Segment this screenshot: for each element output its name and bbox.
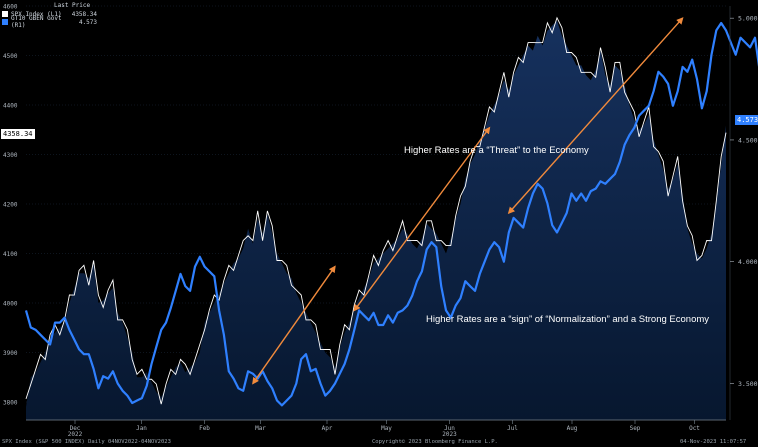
footer-copyright: Copyright© 2023 Bloomberg Finance L.P.	[372, 439, 498, 445]
gt10-last-price-badge: 4.573	[735, 115, 758, 125]
axis-layer: 3800 3900 4000 4100 4200 4300 4400 4500 4600 3.50…	[3, 4, 758, 439]
legend-name-spx: SPX Index (L1)	[11, 10, 62, 18]
left-tick-label-4400: 4400	[3, 103, 18, 110]
left-tick-label-3900: 3900	[3, 350, 18, 357]
legend-item-gt10[interactable]: GT10 GBEN Govt (R1) 4.573	[2, 15, 97, 29]
legend-swatch-spx	[2, 11, 8, 17]
x-tick-label-May: May	[381, 425, 392, 432]
footer-timestamp: 04-Nov-2023 11:07:57	[680, 439, 747, 445]
x-tick-label-Dec: Dec	[70, 425, 81, 432]
right-tick-label-5: 5.000	[738, 15, 758, 23]
x-tick-label-Jul: Jul	[507, 425, 518, 432]
x-tick-label-Sep: Sep	[630, 425, 641, 432]
legend-value-spx: 4358.34	[71, 10, 97, 18]
left-tick-label-4300: 4300	[3, 152, 18, 159]
legend-swatch-gt10	[2, 19, 8, 25]
right-tick-label-3.5: 3.500	[738, 380, 758, 388]
x-tick-label-Feb: Feb	[199, 425, 210, 432]
legend-name-gt10: GT10 GBEN Govt (R1)	[11, 15, 62, 29]
arrow-layer	[252, 17, 684, 385]
annotation-arrow-1	[252, 265, 336, 385]
annotation-arrow-3	[507, 17, 684, 215]
footer: SPX Index (S&P 500 INDEX) Daily 04NOV202…	[0, 438, 758, 447]
x-tick-label-Aug: Aug	[567, 425, 578, 432]
left-tick-label-4500: 4500	[3, 53, 18, 60]
left-tick-label-4100: 4100	[3, 251, 18, 258]
legend-item-spx[interactable]: SPX Index (L1) 4358.34	[2, 10, 97, 18]
x-tick-label-Jan: Jan	[136, 425, 147, 432]
annotation-sign: Higher Rates are a “sign” of “Normalizat…	[426, 314, 710, 325]
x-tick-label-Jun: Jun	[444, 425, 455, 432]
footer-left: SPX Index (S&P 500 INDEX) Daily 04NOV202…	[2, 439, 171, 445]
legend-value-gt10: 4.573	[78, 18, 97, 26]
year-label-2023: 2023	[442, 431, 457, 438]
left-tick-label-4200: 4200	[3, 202, 18, 209]
x-tick-label-Apr: Apr	[322, 425, 333, 432]
x-tick-label-Mar: Mar	[255, 425, 266, 432]
right-tick-label-4.5: 4.500	[738, 136, 758, 144]
year-label-2022: 2022	[68, 431, 83, 438]
spx-last-price-badge: 4358.34	[1, 129, 35, 139]
left-tick-label-4600: 4600	[3, 4, 18, 11]
legend: Last Price SPX Index (L1) 4358.34 GT10 G…	[2, 2, 97, 29]
annotation-arrow-2	[353, 126, 491, 312]
annotation-threat: Higher Rates are a “Threat” to the Econo…	[404, 145, 589, 156]
legend-header: Last Price	[54, 2, 91, 9]
left-tick-label-4000: 4000	[3, 301, 18, 308]
left-tick-label-3800: 3800	[3, 400, 18, 407]
right-tick-label-4: 4.000	[738, 258, 758, 266]
x-tick-label-Oct: Oct	[689, 425, 700, 432]
